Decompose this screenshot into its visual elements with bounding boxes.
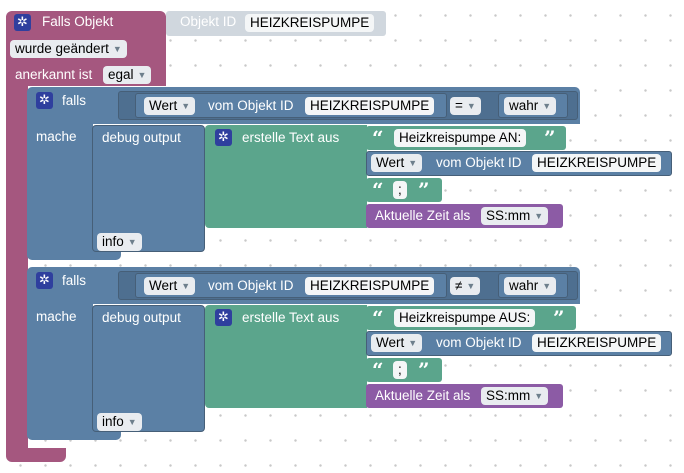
text-value-dropdown[interactable]: Wert ▼ — [371, 154, 423, 172]
operator-label: = — [455, 98, 463, 113]
separator-field[interactable]: ; — [393, 181, 407, 199]
debug-block[interactable] — [92, 125, 205, 252]
quote-icon: “ — [372, 178, 384, 202]
ack-label: anerkannt ist — [15, 67, 93, 82]
text-join-label: erstelle Text aus — [242, 130, 340, 145]
debug-label: debug output — [102, 130, 181, 145]
chevron-down-icon: ▼ — [466, 101, 476, 111]
quote-icon: ” — [418, 358, 430, 382]
mache-label: mache — [36, 309, 77, 324]
text-join-slot-bar — [355, 305, 367, 408]
object-id-field[interactable]: HEIZKREISPUMPE — [305, 277, 435, 295]
gear-icon[interactable]: ✲ — [215, 309, 232, 326]
changed-dropdown[interactable]: wurde geändert ▼ — [10, 40, 127, 58]
text-join-label: erstelle Text aus — [242, 310, 340, 325]
chevron-down-icon: ▼ — [137, 70, 147, 80]
text-value-label: Wert — [376, 335, 405, 350]
chevron-down-icon: ▼ — [181, 281, 191, 291]
object-id-field[interactable]: HEIZKREISPUMPE — [305, 97, 435, 115]
quote-icon: ” — [553, 306, 565, 330]
chevron-down-icon: ▼ — [408, 338, 418, 348]
trigger-footer — [6, 448, 66, 462]
boolean-label: wahr — [509, 98, 539, 113]
value-dropdown[interactable]: Wert ▼ — [144, 277, 196, 295]
falls-label: falls — [62, 93, 87, 108]
chevron-down-icon: ▼ — [542, 281, 552, 291]
of-object-label: vom Objekt ID — [208, 98, 294, 113]
debug-level-label: info — [102, 414, 124, 429]
time-label: Aktuelle Zeit als — [375, 388, 471, 403]
quote-icon: “ — [372, 306, 384, 330]
value-dropdown[interactable]: Wert ▼ — [144, 97, 196, 115]
boolean-dropdown[interactable]: wahr ▼ — [504, 277, 557, 295]
text-value-dropdown[interactable]: Wert ▼ — [371, 334, 423, 352]
operator-label: ≠ — [455, 278, 463, 293]
of-object-label: vom Objekt ID — [208, 278, 294, 293]
falls-label: falls — [62, 273, 87, 288]
time-format-label: SS:mm — [486, 388, 531, 403]
operator-dropdown[interactable]: ≠ ▼ — [450, 277, 481, 295]
chevron-down-icon: ▼ — [466, 281, 476, 291]
debug-label: debug output — [102, 310, 181, 325]
value-dropdown-label: Wert — [149, 98, 178, 113]
debug-level-label: info — [102, 234, 124, 249]
quote-icon: ” — [418, 178, 430, 202]
text-of-object-label: vom Objekt ID — [436, 155, 522, 170]
chevron-down-icon: ▼ — [181, 101, 191, 111]
chevron-down-icon: ▼ — [112, 44, 122, 54]
ack-dropdown[interactable]: egal ▼ — [103, 66, 152, 84]
changed-dropdown-label: wurde geändert — [15, 41, 109, 56]
boolean-label: wahr — [509, 278, 539, 293]
if-block-spine — [27, 300, 93, 430]
ack-dropdown-label: egal — [108, 67, 134, 82]
text-of-object-label: vom Objekt ID — [436, 335, 522, 350]
time-format-dropdown[interactable]: SS:mm ▼ — [481, 207, 549, 225]
trigger-title: Falls Objekt — [42, 14, 114, 29]
text-literal-field[interactable]: Heizkreispumpe AN: — [394, 129, 527, 147]
text-literal-field[interactable]: Heizkreispumpe AUS: — [394, 309, 536, 327]
mache-label: mache — [36, 129, 77, 144]
separator-field[interactable]: ; — [393, 361, 407, 379]
text-value-label: Wert — [376, 155, 405, 170]
text-join-slot-bar — [355, 125, 367, 228]
chevron-down-icon: ▼ — [408, 158, 418, 168]
if-block-spine — [27, 120, 93, 250]
gear-icon[interactable]: ✲ — [36, 272, 53, 289]
value-dropdown-label: Wert — [149, 278, 178, 293]
object-id-label: Objekt ID — [180, 14, 237, 29]
debug-level-dropdown[interactable]: info ▼ — [97, 413, 142, 431]
time-label: Aktuelle Zeit als — [375, 208, 471, 223]
time-format-dropdown[interactable]: SS:mm ▼ — [481, 387, 549, 405]
object-id-field[interactable]: HEIZKREISPUMPE — [245, 14, 375, 32]
chevron-down-icon: ▼ — [534, 211, 544, 221]
chevron-down-icon: ▼ — [534, 391, 544, 401]
trigger-spine — [6, 80, 28, 455]
time-format-label: SS:mm — [486, 208, 531, 223]
quote-icon: “ — [372, 126, 384, 150]
operator-dropdown[interactable]: = ▼ — [450, 97, 481, 115]
debug-level-dropdown[interactable]: info ▼ — [97, 233, 142, 251]
chevron-down-icon: ▼ — [127, 237, 137, 247]
gear-icon[interactable]: ✲ — [215, 129, 232, 146]
boolean-dropdown[interactable]: wahr ▼ — [504, 97, 557, 115]
gear-icon[interactable]: ✲ — [14, 14, 31, 31]
chevron-down-icon: ▼ — [542, 101, 552, 111]
chevron-down-icon: ▼ — [127, 417, 137, 427]
debug-block[interactable] — [92, 305, 205, 432]
text-object-id-field[interactable]: HEIZKREISPUMPE — [532, 154, 662, 172]
quote-icon: “ — [372, 358, 384, 382]
text-object-id-field[interactable]: HEIZKREISPUMPE — [532, 334, 662, 352]
gear-icon[interactable]: ✲ — [36, 92, 53, 109]
quote-icon: ” — [544, 126, 556, 150]
